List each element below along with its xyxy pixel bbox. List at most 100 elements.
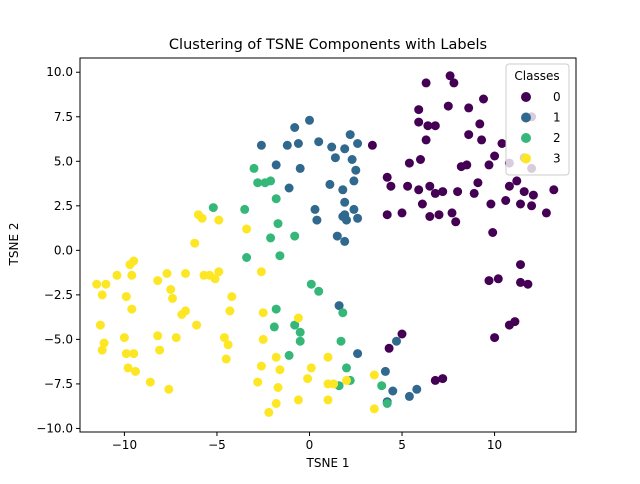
data-point-class-0: [414, 117, 424, 127]
data-point-class-0: [510, 317, 520, 327]
data-point-class-0: [430, 121, 440, 131]
data-point-class-3: [214, 215, 224, 225]
data-point-class-1: [334, 301, 344, 311]
data-point-class-0: [549, 185, 559, 195]
data-point-class-3: [97, 345, 107, 355]
data-point-class-0: [445, 71, 455, 81]
data-point-class-3: [112, 270, 122, 280]
data-point-class-0: [493, 274, 503, 284]
data-point-class-2: [271, 194, 281, 204]
data-point-class-3: [293, 313, 303, 323]
data-point-class-0: [397, 208, 407, 218]
data-point-class-3: [131, 366, 140, 376]
data-point-class-1: [330, 153, 340, 163]
data-point-class-1: [314, 137, 324, 147]
data-point-class-3: [271, 352, 281, 362]
legend: Classes 0 1 2 3: [505, 63, 570, 176]
data-point-class-0: [484, 276, 494, 286]
data-point-class-2: [295, 327, 305, 337]
legend-label-class-3: 3: [553, 152, 561, 166]
legend-label-class-1: 1: [553, 111, 561, 125]
data-point-class-2: [314, 286, 324, 296]
data-point-class-3: [177, 310, 187, 319]
data-point-class-0: [523, 279, 533, 289]
data-point-class-2: [260, 178, 270, 188]
data-point-class-3: [125, 260, 135, 270]
data-point-class-2: [242, 253, 252, 262]
x-axis-ticks: −10 −5 0 5 10: [112, 432, 502, 452]
legend-label-class-0: 0: [553, 90, 561, 104]
data-point-class-0: [430, 188, 440, 198]
data-point-class-0: [486, 199, 496, 209]
data-point-class-0: [473, 178, 483, 188]
chart-title: Clustering of TSNE Components with Label…: [169, 37, 487, 53]
data-point-class-1: [332, 231, 342, 241]
data-point-class-0: [423, 121, 433, 131]
data-point-class-2: [290, 231, 300, 241]
data-point-class-3: [171, 333, 181, 343]
data-point-class-3: [214, 267, 224, 277]
data-point-class-3: [303, 374, 313, 384]
data-point-class-0: [462, 160, 472, 170]
data-point-class-0: [528, 190, 538, 200]
y-tick-label: −7.5: [44, 377, 73, 391]
data-point-class-0: [469, 188, 479, 198]
data-point-class-1: [392, 336, 401, 346]
data-point-class-3: [121, 349, 131, 359]
data-point-class-0: [453, 187, 463, 197]
data-point-class-3: [123, 363, 133, 373]
data-point-class-3: [258, 308, 268, 318]
x-axis-label: TSNE 1: [306, 456, 350, 470]
data-point-class-2: [284, 350, 294, 360]
data-point-class-0: [512, 176, 522, 186]
data-point-class-1: [347, 155, 357, 164]
data-point-class-0: [501, 196, 511, 205]
data-point-class-3: [369, 370, 379, 380]
data-point-class-0: [386, 181, 396, 191]
data-point-class-2: [240, 204, 250, 214]
data-point-class-3: [221, 354, 231, 364]
plot-frame: [79, 57, 577, 433]
data-point-class-0: [504, 181, 514, 191]
data-point-class-2: [377, 381, 387, 391]
data-point-class-1: [404, 391, 414, 401]
data-point-class-3: [129, 349, 139, 359]
data-point-class-3: [153, 331, 163, 341]
legend-title: Classes: [514, 69, 559, 83]
data-point-class-3: [306, 363, 316, 373]
data-point-class-1: [310, 204, 320, 214]
data-point-class-1: [353, 139, 363, 148]
data-point-class-1: [256, 140, 266, 150]
data-point-class-3: [219, 333, 229, 343]
data-point-class-3: [197, 213, 207, 223]
data-point-class-3: [155, 345, 165, 355]
data-point-class-0: [497, 139, 507, 148]
data-point-class-0: [479, 94, 488, 104]
data-point-class-3: [101, 279, 111, 289]
data-point-class-0: [488, 228, 498, 237]
data-point-class-1: [340, 197, 350, 207]
x-tick-label: 0: [306, 438, 314, 452]
data-point-class-1: [349, 204, 359, 214]
data-point-class-3: [264, 407, 274, 417]
data-point-class-3: [323, 395, 333, 405]
data-point-class-0: [414, 105, 424, 115]
data-point-class-2: [275, 251, 285, 261]
data-point-class-2: [273, 219, 283, 229]
data-point-class-3: [256, 267, 266, 277]
data-point-class-1: [271, 160, 281, 170]
data-point-class-0: [451, 217, 461, 227]
data-point-class-0: [464, 103, 474, 113]
data-point-class-1: [305, 115, 314, 125]
data-point-class-2: [336, 336, 346, 346]
data-point-class-3: [192, 320, 202, 330]
data-point-class-3: [210, 274, 220, 284]
legend-label-class-2: 2: [553, 131, 561, 145]
data-point-class-3: [223, 340, 233, 350]
data-point-class-0: [417, 199, 427, 209]
data-point-class-0: [475, 119, 485, 129]
data-point-class-0: [382, 210, 392, 220]
data-point-class-1: [295, 163, 305, 173]
y-tick-label: 0.0: [54, 243, 73, 257]
